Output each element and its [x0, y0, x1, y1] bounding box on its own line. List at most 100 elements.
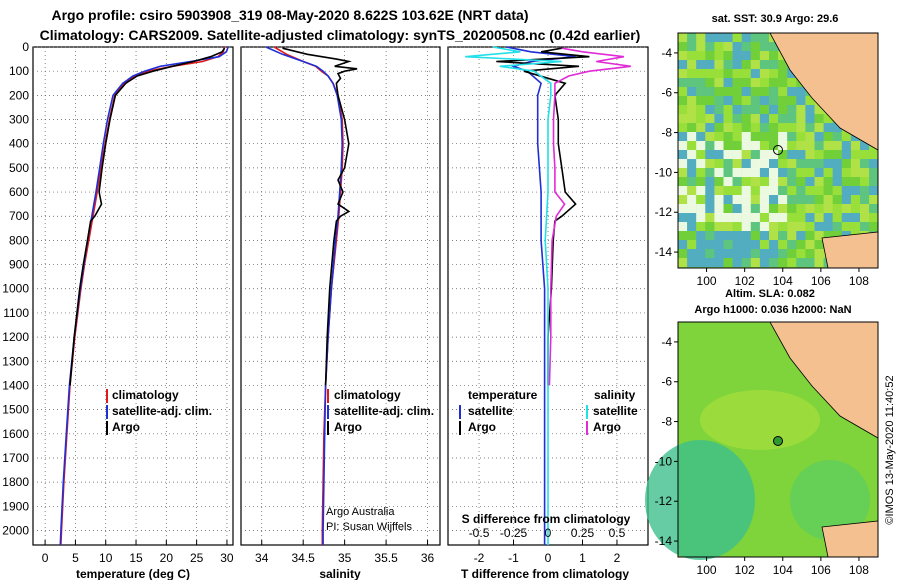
sst-cell: [678, 69, 688, 79]
sst-cell: [787, 240, 797, 250]
sst-cell: [705, 105, 715, 115]
sst-cell: [759, 69, 770, 79]
sst-cell: [778, 213, 788, 223]
sst-cell: [732, 51, 742, 61]
sst-cell: [678, 96, 688, 106]
sst-cell: [723, 60, 733, 70]
sst-cell: [823, 231, 833, 241]
sst-cell: [687, 60, 697, 70]
sst-cell: [769, 69, 779, 79]
sst-cell: [796, 213, 806, 223]
sst-cell: [796, 249, 806, 259]
sst-cell: [869, 204, 879, 214]
sst-cell: [696, 105, 706, 115]
sst-cell: [705, 159, 715, 169]
credit-pi: PI: Susan Wijffels: [326, 521, 412, 533]
sst-cell: [796, 186, 806, 196]
sst-cell: [796, 132, 806, 142]
sst-cell: [696, 231, 706, 241]
sst-cell: [759, 60, 770, 70]
sst-cell: [750, 177, 760, 187]
x-tick-label: 35: [338, 551, 352, 565]
sst-cell: [759, 123, 770, 133]
sst-cell: [869, 222, 879, 232]
sst-cell: [714, 105, 724, 115]
sst-cell: [723, 132, 733, 142]
sst-cell: [678, 33, 688, 43]
sst-cell: [714, 87, 724, 97]
sst-cell: [750, 159, 760, 169]
lat-tick-label: -10: [655, 454, 673, 468]
sst-cell: [796, 258, 806, 268]
series-satellite-adj-clim-: [265, 46, 344, 545]
sst-cell: [714, 186, 724, 196]
depth-tick-label: 1600: [2, 427, 29, 441]
sst-cell: [832, 186, 842, 196]
sst-cell: [750, 168, 760, 178]
sst-cell: [714, 240, 724, 250]
sst-cell: [787, 114, 797, 124]
sst-cell: [814, 114, 824, 124]
sst-cell: [750, 69, 760, 79]
sst-cell: [696, 114, 706, 124]
legend-t-satellite: satellite: [468, 404, 513, 418]
sst-cell: [860, 195, 870, 205]
sst-cell: [841, 150, 851, 160]
sst-cell: [787, 168, 797, 178]
sst-cell: [769, 150, 779, 160]
sst-cell: [687, 114, 697, 124]
sst-cell: [732, 132, 742, 142]
sst-cell: [750, 105, 760, 115]
sst-cell: [759, 78, 770, 88]
sst-cell: [741, 159, 751, 169]
map-bottom-title2: Argo h1000: 0.036 h2000: NaN: [694, 304, 851, 316]
sst-cell: [778, 204, 788, 214]
difference-legend-temperature: temperature satellite Argo: [459, 388, 538, 435]
legend-salinity-title: salinity: [594, 388, 636, 402]
depth-tick-label: 2000: [2, 523, 29, 537]
sst-cell: [723, 33, 733, 43]
sst-cell: [732, 114, 742, 124]
x-tick-label: 2: [614, 551, 621, 565]
series-argo: [69, 47, 226, 386]
sst-cell: [759, 159, 770, 169]
sst-cell: [805, 123, 815, 133]
sst-cell: [723, 141, 733, 151]
sst-cell: [841, 222, 851, 232]
sst-cell: [750, 141, 760, 151]
sst-cell: [832, 222, 842, 232]
sst-cell: [687, 249, 697, 259]
lon-tick-label: 100: [697, 563, 717, 577]
sst-cell: [687, 177, 697, 187]
s-tick-label: 0: [545, 526, 552, 540]
sst-cell: [796, 240, 806, 250]
sst-cell: [696, 213, 706, 223]
sst-cell: [787, 186, 797, 196]
sst-cell: [759, 105, 770, 115]
difference-legend-salinity: salinity satellite Argo: [586, 388, 638, 435]
sst-cell: [759, 114, 770, 124]
depth-tick-label: 1100: [3, 306, 29, 320]
sst-cell: [741, 249, 751, 259]
sst-cell: [805, 213, 815, 223]
sst-cell: [723, 150, 733, 160]
sst-cell: [723, 168, 733, 178]
s-tick-label: 0.5: [609, 526, 626, 540]
sst-cell: [741, 60, 751, 70]
java-land: [821, 520, 879, 558]
sst-cell: [696, 150, 706, 160]
sst-cell: [732, 105, 742, 115]
map-top-title: sat. SST: 30.9 Argo: 29.6: [712, 13, 839, 25]
sst-cell: [787, 105, 797, 115]
depth-tick-label: 1400: [2, 378, 29, 392]
sst-cell: [723, 249, 733, 259]
sst-cell: [805, 177, 815, 187]
sst-cell: [732, 69, 742, 79]
difference-xlabel: T difference from climatology: [461, 567, 629, 580]
sst-cell: [823, 150, 833, 160]
sst-cell: [678, 186, 688, 196]
sst-cell: [741, 240, 751, 250]
sst-cell: [687, 159, 697, 169]
sst-cell: [869, 177, 879, 187]
sst-cell: [769, 258, 779, 268]
